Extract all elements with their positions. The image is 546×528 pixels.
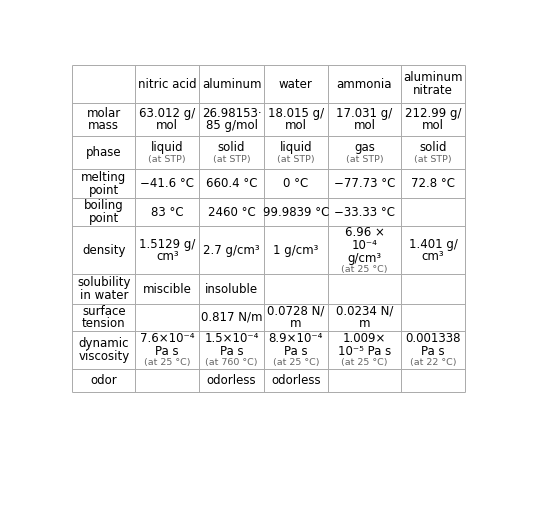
Text: cm³: cm³ [156, 250, 179, 263]
Text: (at 25 °C): (at 25 °C) [341, 358, 388, 367]
Text: 17.031 g/: 17.031 g/ [336, 107, 393, 120]
Text: (at 25 °C): (at 25 °C) [272, 358, 319, 367]
Text: 0 °C: 0 °C [283, 177, 308, 190]
Text: Pa s: Pa s [284, 345, 308, 358]
Text: 18.015 g/: 18.015 g/ [268, 107, 324, 120]
Text: miscible: miscible [143, 282, 192, 296]
Text: −77.73 °C: −77.73 °C [334, 177, 395, 190]
Text: liquid: liquid [151, 141, 183, 154]
Text: in water: in water [80, 289, 128, 302]
Text: solubility: solubility [77, 276, 130, 289]
Text: 72.8 °C: 72.8 °C [411, 177, 455, 190]
Text: 1.009×: 1.009× [343, 332, 386, 345]
Text: 212.99 g/: 212.99 g/ [405, 107, 461, 120]
Text: insoluble: insoluble [205, 282, 258, 296]
Text: tension: tension [82, 317, 126, 331]
Text: (at STP): (at STP) [213, 155, 251, 164]
Text: odorless: odorless [271, 374, 321, 387]
Text: (at STP): (at STP) [346, 155, 383, 164]
Text: m: m [359, 317, 370, 331]
Text: (at 22 °C): (at 22 °C) [410, 358, 456, 367]
Text: (at 760 °C): (at 760 °C) [205, 358, 258, 367]
Text: molar: molar [87, 107, 121, 120]
Text: 2.7 g/cm³: 2.7 g/cm³ [203, 244, 260, 257]
Text: 0.001338: 0.001338 [405, 332, 461, 345]
Text: odor: odor [91, 374, 117, 387]
Text: point: point [88, 212, 119, 225]
Text: aluminum: aluminum [202, 78, 262, 91]
Text: (at STP): (at STP) [277, 155, 314, 164]
Text: 26.98153·: 26.98153· [202, 107, 262, 120]
Text: viscosity: viscosity [78, 350, 129, 363]
Text: odorless: odorless [207, 374, 257, 387]
Text: −33.33 °C: −33.33 °C [334, 206, 395, 219]
Text: 2460 °C: 2460 °C [207, 206, 256, 219]
Text: mass: mass [88, 119, 119, 133]
Text: Pa s: Pa s [156, 345, 179, 358]
Text: 1.401 g/: 1.401 g/ [408, 238, 458, 250]
Text: 10⁻⁴: 10⁻⁴ [352, 239, 377, 252]
Text: mol: mol [353, 119, 376, 133]
Text: solid: solid [218, 141, 245, 154]
Text: liquid: liquid [280, 141, 312, 154]
Text: dynamic: dynamic [79, 337, 129, 350]
Text: phase: phase [86, 146, 122, 159]
Text: gas: gas [354, 141, 375, 154]
Text: (at 25 °C): (at 25 °C) [144, 358, 191, 367]
Text: 0.0728 N/: 0.0728 N/ [267, 305, 324, 318]
Text: 0.817 N/m: 0.817 N/m [201, 311, 262, 324]
Text: g/cm³: g/cm³ [347, 251, 382, 265]
Text: cm³: cm³ [422, 250, 444, 263]
Text: solid: solid [419, 141, 447, 154]
Text: Pa s: Pa s [220, 345, 244, 358]
Text: nitrate: nitrate [413, 84, 453, 97]
Text: Pa s: Pa s [421, 345, 445, 358]
Text: surface: surface [82, 305, 126, 318]
Text: (at STP): (at STP) [149, 155, 186, 164]
Text: −41.6 °C: −41.6 °C [140, 177, 194, 190]
Text: 0.0234 N/: 0.0234 N/ [336, 305, 393, 318]
Text: melting: melting [81, 171, 127, 184]
Text: 63.012 g/: 63.012 g/ [139, 107, 195, 120]
Text: 6.96 ×: 6.96 × [345, 226, 384, 239]
Text: 660.4 °C: 660.4 °C [206, 177, 257, 190]
Text: m: m [290, 317, 301, 331]
Text: water: water [279, 78, 313, 91]
Text: point: point [88, 184, 119, 196]
Text: mol: mol [422, 119, 444, 133]
Text: mol: mol [285, 119, 307, 133]
Text: (at STP): (at STP) [414, 155, 452, 164]
Text: 83 °C: 83 °C [151, 206, 183, 219]
Text: 7.6×10⁻⁴: 7.6×10⁻⁴ [140, 332, 194, 345]
Text: nitric acid: nitric acid [138, 78, 197, 91]
Text: 1 g/cm³: 1 g/cm³ [273, 244, 319, 257]
Text: density: density [82, 244, 126, 257]
Text: 10⁻⁵ Pa s: 10⁻⁵ Pa s [338, 345, 391, 358]
Text: mol: mol [156, 119, 178, 133]
Text: 1.5129 g/: 1.5129 g/ [139, 238, 195, 250]
Text: boiling: boiling [84, 199, 124, 212]
Text: 8.9×10⁻⁴: 8.9×10⁻⁴ [269, 332, 323, 345]
Text: 85 g/mol: 85 g/mol [206, 119, 258, 133]
Text: (at 25 °C): (at 25 °C) [341, 265, 388, 274]
Text: ammonia: ammonia [337, 78, 392, 91]
Text: aluminum: aluminum [403, 71, 463, 84]
Text: 1.5×10⁻⁴: 1.5×10⁻⁴ [204, 332, 259, 345]
Text: 99.9839 °C: 99.9839 °C [263, 206, 329, 219]
